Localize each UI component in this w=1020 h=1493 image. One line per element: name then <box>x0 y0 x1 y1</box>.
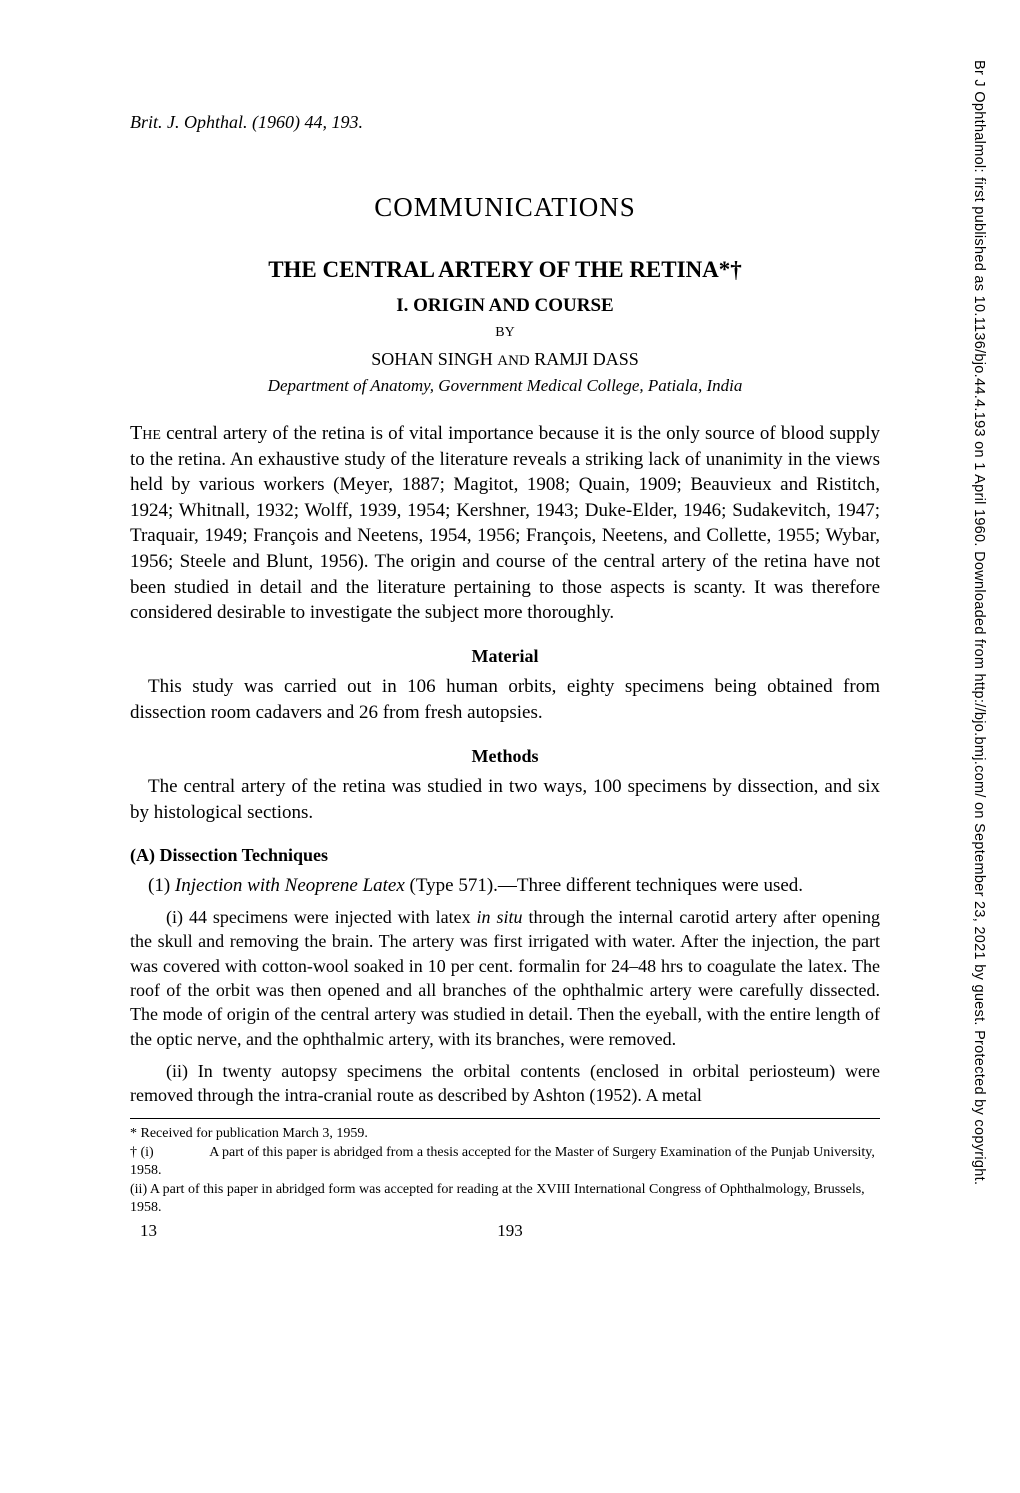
subi-text: 44 specimens were injected with latex <box>189 907 477 927</box>
footnote-3: (ii) A part of this paper in abridged fo… <box>130 1181 880 1216</box>
section-header: COMMUNICATIONS <box>130 189 880 225</box>
subi-rest: through the internal carotid artery afte… <box>130 907 880 1048</box>
method1-rest: (Type 571).—Three different techniques w… <box>405 875 803 896</box>
subi-italic: in situ <box>477 907 523 927</box>
page-footer: 13 193 <box>130 1220 880 1243</box>
method1-italic: Injection with Neoprene Latex <box>175 875 405 896</box>
method1-num: (1) <box>148 875 175 896</box>
footnote3-text: A part of this paper in abridged form wa… <box>130 1182 865 1215</box>
method-1: (1) Injection with Neoprene Latex (Type … <box>130 873 880 899</box>
subi-num: (i) <box>166 907 189 927</box>
first-word: The <box>130 422 161 444</box>
material-text: This study was carried out in 106 human … <box>130 674 880 725</box>
subsection-a: (A) Dissection Techniques <box>130 843 880 867</box>
sub-item-ii: (ii) In twenty autopsy specimens the orb… <box>130 1059 880 1108</box>
footnote-2: † (i) A part of this paper is abridged f… <box>130 1144 880 1179</box>
subii-num: (ii) <box>166 1061 198 1081</box>
footnote-separator <box>130 1118 880 1119</box>
affiliation: Department of Anatomy, Government Medica… <box>130 375 880 398</box>
authors-and: AND <box>497 353 530 369</box>
footnote2-pre: † (i) <box>130 1145 157 1160</box>
journal-citation: Brit. J. Ophthal. (1960) 44, 193. <box>130 110 880 134</box>
author-2: RAMJI DASS <box>534 349 639 369</box>
authors: SOHAN SINGH AND RAMJI DASS <box>130 347 880 371</box>
methods-intro: The central artery of the retina was stu… <box>130 774 880 825</box>
page-container: Brit. J. Ophthal. (1960) 44, 193. COMMUN… <box>0 0 1020 1303</box>
article-subtitle: I. ORIGIN AND COURSE <box>130 293 880 319</box>
material-heading: Material <box>130 644 880 668</box>
article-title: THE CENTRAL ARTERY OF THE RETINA*† <box>130 254 880 285</box>
page-number: 193 <box>497 1220 523 1243</box>
footnote2-text: A part of this paper is abridged from a … <box>130 1145 875 1178</box>
methods-heading: Methods <box>130 744 880 768</box>
subii-text: In twenty autopsy specimens the orbital … <box>130 1061 880 1105</box>
by-label: BY <box>130 324 880 343</box>
copyright-sidebar: Br J Ophthalmol: first published as 10.1… <box>968 60 988 1440</box>
para1-text: central artery of the retina is of vital… <box>130 423 880 624</box>
author-1: SOHAN SINGH <box>371 349 493 369</box>
intro-paragraph: The central artery of the retina is of v… <box>130 420 880 626</box>
footnote-1: * Received for publication March 3, 1959… <box>130 1125 880 1143</box>
footnote3-pre: (ii) <box>130 1182 150 1197</box>
footer-left: 13 <box>140 1220 157 1243</box>
sub-item-i: (i) 44 specimens were injected with late… <box>130 905 880 1051</box>
